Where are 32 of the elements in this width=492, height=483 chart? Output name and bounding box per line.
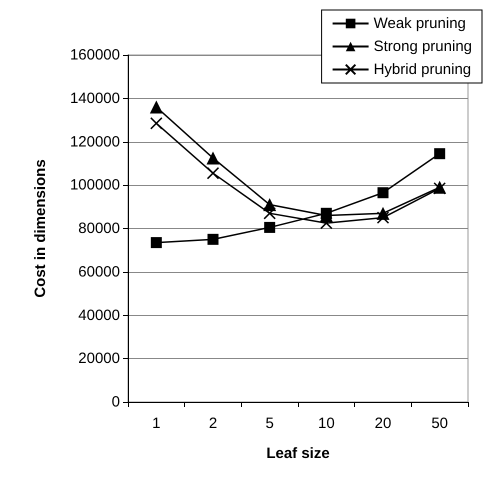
point	[264, 222, 276, 233]
x-tick-label: 1	[152, 415, 161, 432]
x-axis-title: Leaf size	[266, 445, 330, 462]
point	[150, 100, 163, 114]
point	[378, 187, 388, 198]
legend-label: Hybrid pruning	[374, 61, 472, 78]
y-tick-label: 60000	[78, 263, 120, 280]
point	[434, 148, 446, 160]
y-tick-label: 40000	[78, 306, 120, 324]
y-tick-label: 120000	[70, 133, 120, 150]
x-tick-label: 50	[431, 415, 448, 432]
y-tick-label: 160000	[70, 46, 120, 64]
point	[150, 237, 162, 248]
y-tick-label: 80000	[78, 220, 120, 237]
point	[320, 216, 333, 230]
point	[206, 166, 220, 180]
x-tick-label: 20	[374, 415, 392, 432]
x-tick-label: 2	[208, 415, 218, 432]
x-tick-label: 5	[265, 415, 274, 432]
x-tick-label: 10	[318, 415, 335, 432]
point	[208, 234, 218, 245]
point	[376, 211, 390, 224]
y-tick-label: 100000	[70, 176, 120, 194]
point	[263, 207, 276, 220]
legend-label: Weak pruning	[374, 15, 466, 32]
y-tick-label: 20000	[78, 350, 120, 368]
y-tick-label: 140000	[70, 90, 120, 107]
point	[206, 152, 220, 165]
point	[150, 117, 163, 130]
legend-label: Strong pruning	[374, 38, 472, 55]
y-tick-label: 0	[112, 394, 120, 410]
y-axis-title: Cost in dimensions	[32, 159, 49, 298]
